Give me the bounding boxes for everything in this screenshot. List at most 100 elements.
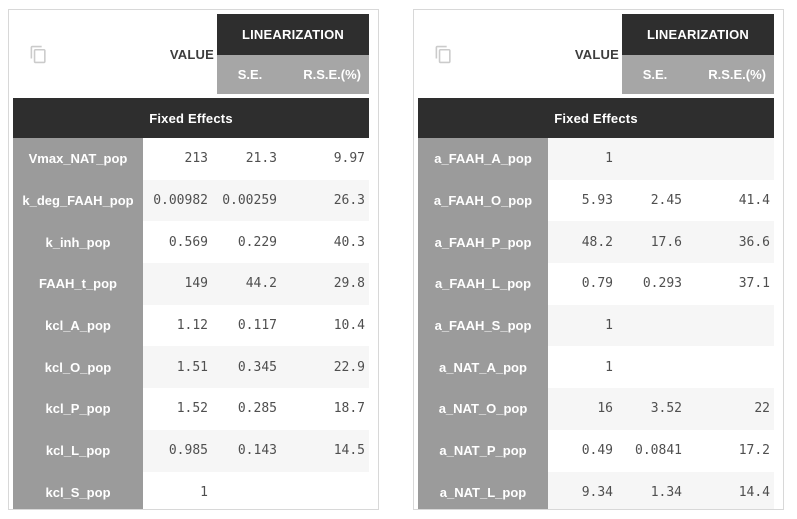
parameter-rse: [688, 346, 774, 389]
subheader-row: S.E. R.S.E.(%): [217, 55, 369, 94]
rse-column-header: R.S.E.(%): [303, 67, 361, 82]
header-right-area: LINEARIZATION S.E. R.S.E.(%): [217, 14, 369, 94]
se-column-header: S.E.: [237, 67, 263, 82]
parameter-value: 1.12: [143, 304, 217, 347]
parameter-se: 1.34: [622, 471, 688, 509]
parameter-rse: 14.5: [283, 429, 369, 472]
parameter-table-panel-left: VALUE LINEARIZATION S.E. R.S.E.(%) Fixed…: [8, 9, 379, 510]
parameter-value: 1: [548, 138, 622, 180]
table-row: k_inh_pop 0.569 0.229 40.3: [13, 221, 369, 264]
copy-icon: [435, 45, 451, 63]
parameter-rse: 18.7: [283, 388, 369, 430]
parameter-name: a_FAAH_O_pop: [418, 179, 548, 222]
parameter-rse: 41.4: [688, 179, 774, 222]
parameter-value: 5.93: [548, 179, 622, 222]
table-row: FAAH_t_pop 149 44.2 29.8: [13, 263, 369, 305]
table-row: a_NAT_P_pop 0.49 0.0841 17.2: [418, 429, 774, 472]
parameter-name: a_FAAH_L_pop: [418, 263, 548, 305]
parameter-rse: 36.6: [688, 221, 774, 264]
parameter-rse: 10.4: [283, 304, 369, 347]
parameter-name: kcl_O_pop: [13, 346, 143, 389]
parameter-value: 1: [548, 346, 622, 389]
parameter-se: [622, 138, 688, 180]
rse-column-header: R.S.E.(%): [708, 67, 766, 82]
copy-icon: [30, 45, 46, 63]
parameter-name: kcl_P_pop: [13, 388, 143, 430]
header-right-area: LINEARIZATION S.E. R.S.E.(%): [622, 14, 774, 94]
parameter-value: 0.00982: [143, 179, 217, 222]
linearization-group-header: LINEARIZATION: [217, 14, 369, 55]
table-body: Vmax_NAT_pop 213 21.3 9.97 k_deg_FAAH_po…: [13, 138, 369, 509]
table-row: a_FAAH_P_pop 48.2 17.6 36.6: [418, 221, 774, 264]
copy-table-button[interactable]: [433, 44, 453, 64]
table-row: kcl_A_pop 1.12 0.117 10.4: [13, 304, 369, 347]
table-row: a_NAT_A_pop 1: [418, 346, 774, 389]
parameter-rse: 22: [688, 388, 774, 430]
parameter-se: 2.45: [622, 179, 688, 222]
parameter-value: 1: [548, 304, 622, 347]
parameter-rse: [283, 471, 369, 509]
parameter-se: 0.345: [217, 346, 283, 389]
parameter-se: 0.229: [217, 221, 283, 264]
parameter-se: 44.2: [217, 263, 283, 305]
parameter-se: 0.285: [217, 388, 283, 430]
parameter-name: a_NAT_O_pop: [418, 388, 548, 430]
parameter-rse: 40.3: [283, 221, 369, 264]
parameter-rse: 37.1: [688, 263, 774, 305]
section-header-fixed-effects: Fixed Effects: [13, 98, 369, 138]
header-divider: [13, 94, 369, 98]
table-row: a_FAAH_S_pop 1: [418, 304, 774, 347]
parameter-name: kcl_A_pop: [13, 304, 143, 347]
value-column-header: VALUE: [574, 46, 619, 62]
parameter-value: 0.49: [548, 429, 622, 472]
parameter-value: 1.51: [143, 346, 217, 389]
parameter-value: 0.79: [548, 263, 622, 305]
parameter-name: a_NAT_P_pop: [418, 429, 548, 472]
copy-table-button[interactable]: [28, 44, 48, 64]
table-row: k_deg_FAAH_pop 0.00982 0.00259 26.3: [13, 179, 369, 222]
linearization-group-header: LINEARIZATION: [622, 14, 774, 55]
table-body: a_FAAH_A_pop 1 a_FAAH_O_pop 5.93 2.45 41…: [418, 138, 774, 509]
parameter-rse: [688, 304, 774, 347]
parameter-rse: 9.97: [283, 138, 369, 180]
parameter-se: 0.143: [217, 429, 283, 472]
parameter-value: 213: [143, 138, 217, 180]
table-row: kcl_P_pop 1.52 0.285 18.7: [13, 388, 369, 430]
parameter-name: k_inh_pop: [13, 221, 143, 264]
parameter-se: 0.117: [217, 304, 283, 347]
parameter-se: 3.52: [622, 388, 688, 430]
parameter-value: 149: [143, 263, 217, 305]
parameter-se: 0.00259: [217, 179, 283, 222]
value-column-header: VALUE: [169, 46, 214, 62]
parameter-name: a_FAAH_S_pop: [418, 304, 548, 347]
header-divider: [418, 94, 774, 98]
table-row: a_NAT_O_pop 16 3.52 22: [418, 388, 774, 430]
parameter-name: a_NAT_L_pop: [418, 471, 548, 509]
header-left-area: VALUE: [418, 14, 622, 94]
parameter-rse: [688, 138, 774, 180]
parameter-rse: 22.9: [283, 346, 369, 389]
table-header: VALUE LINEARIZATION S.E. R.S.E.(%): [13, 14, 369, 94]
se-column-header: S.E.: [642, 67, 668, 82]
parameter-name: FAAH_t_pop: [13, 263, 143, 305]
parameter-name: kcl_S_pop: [13, 471, 143, 509]
parameter-value: 0.569: [143, 221, 217, 264]
parameter-value: 0.985: [143, 429, 217, 472]
header-left-area: VALUE: [13, 14, 217, 94]
parameter-se: [622, 304, 688, 347]
parameter-name: a_NAT_A_pop: [418, 346, 548, 389]
parameter-rse: 17.2: [688, 429, 774, 472]
parameter-se: 21.3: [217, 138, 283, 180]
parameter-name: a_FAAH_P_pop: [418, 221, 548, 264]
parameter-rse: 14.4: [688, 471, 774, 509]
table-row: kcl_O_pop 1.51 0.345 22.9: [13, 346, 369, 389]
table-row: kcl_S_pop 1: [13, 471, 369, 509]
table-header: VALUE LINEARIZATION S.E. R.S.E.(%): [418, 14, 774, 94]
parameter-name: Vmax_NAT_pop: [13, 138, 143, 180]
table-row: a_FAAH_A_pop 1: [418, 138, 774, 180]
parameter-se: 0.0841: [622, 429, 688, 472]
parameter-se: [217, 471, 283, 509]
parameter-name: a_FAAH_A_pop: [418, 138, 548, 180]
parameter-name: k_deg_FAAH_pop: [13, 179, 143, 222]
